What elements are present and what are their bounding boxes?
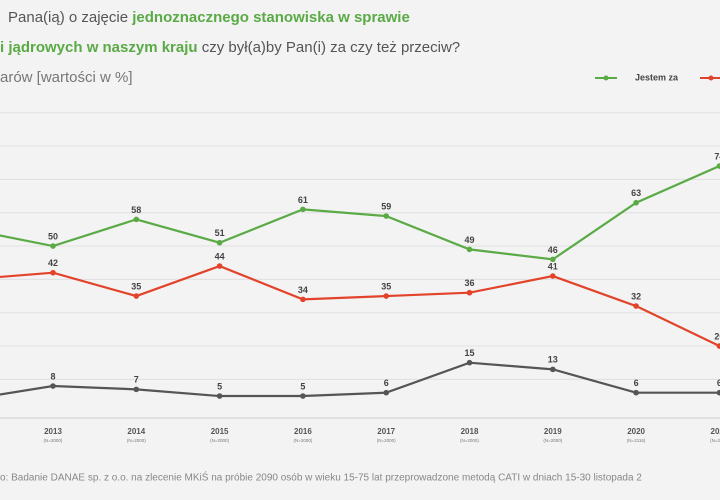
data-point [50, 269, 56, 276]
x-tick-label: 2021 [711, 427, 720, 436]
data-point [216, 239, 223, 246]
data-point [633, 303, 639, 309]
data-label: 7 [134, 375, 139, 385]
data-label: 59 [381, 201, 391, 211]
title-part: jednoznacznego stanowiska w sprawie [131, 9, 410, 26]
x-tick-label: 2015 [211, 427, 229, 436]
data-label: 51 [215, 228, 225, 238]
sample-size: (N=2000) [44, 438, 63, 443]
data-point [300, 393, 306, 399]
data-label: 20 [714, 331, 720, 341]
data-label: 34 [298, 285, 308, 295]
data-label: 5 [300, 381, 305, 391]
data-label: 36 [464, 278, 474, 288]
data-point [466, 359, 473, 366]
data-label: 8 [50, 371, 55, 381]
data-point [50, 243, 56, 249]
data-point [550, 366, 556, 373]
title-part: Pana(ią) o zajęcie [8, 9, 132, 26]
data-point [716, 343, 720, 349]
data-label: 32 [631, 291, 641, 301]
data-label: 13 [548, 355, 558, 365]
x-tick-label: 2013 [44, 427, 62, 436]
data-label: 50 [48, 231, 58, 241]
data-label: 15 [464, 348, 474, 358]
data-point [50, 383, 56, 389]
data-label: 44 [215, 251, 225, 261]
data-point [550, 256, 556, 263]
data-point [300, 206, 306, 213]
data-label: 61 [298, 195, 308, 205]
sample-size: (N=2000) [127, 438, 146, 443]
subtitle: arów [wartości w %] [0, 69, 133, 86]
sample-size: (N=2116) [627, 438, 646, 443]
series-line [0, 361, 720, 398]
data-point [716, 389, 720, 396]
sample-size: (N=2000) [210, 438, 229, 443]
data-label: 49 [464, 235, 474, 245]
legend-dot [603, 75, 609, 81]
data-point [466, 246, 473, 253]
data-label: 5 [217, 381, 222, 391]
data-label: 58 [131, 205, 141, 215]
data-point [383, 389, 390, 396]
data-label: 35 [381, 281, 391, 291]
data-point [716, 163, 720, 169]
legend-dot [708, 75, 714, 81]
x-tick-label: 2017 [377, 427, 395, 436]
data-label: 6 [384, 378, 389, 388]
series-line [0, 164, 720, 261]
title-line: i jądrowych w naszym kraju czy był(a)by … [0, 39, 460, 56]
legend-label: Jestem za [635, 72, 679, 82]
data-point [633, 389, 639, 396]
data-label: 63 [631, 188, 641, 198]
data-point [466, 289, 473, 296]
data-label: 42 [48, 258, 58, 268]
data-label: 6 [634, 378, 639, 388]
x-tick-label: 2016 [294, 427, 312, 436]
sample-size: (N=2000) [460, 438, 479, 443]
source: o: Badanie DANAE sp. z o.o. na zlecenie … [0, 471, 642, 484]
x-tick-label: 2018 [461, 427, 479, 436]
data-label: 46 [548, 245, 558, 255]
x-tick-label: 2020 [627, 427, 645, 436]
data-point [550, 273, 556, 279]
sample-size: (N=2000) [543, 438, 562, 443]
x-tick-label: 2014 [127, 427, 145, 436]
data-point [216, 393, 223, 399]
data-point [133, 216, 140, 223]
data-point [133, 386, 140, 393]
data-point [216, 263, 223, 269]
data-point [383, 293, 390, 299]
data-point [383, 213, 390, 219]
data-point [633, 199, 639, 206]
title-line: Pana(ią) o zajęcie jednoznacznego stanow… [8, 9, 410, 26]
data-point [133, 293, 140, 299]
title-part: i jądrowych w naszym kraju [0, 39, 198, 56]
title-part: czy był(a)by Pan(i) za czy też przeciw? [198, 39, 461, 56]
data-label: 6 [717, 378, 720, 388]
data-label: 74 [714, 151, 720, 161]
sample-size: (N=2000) [293, 438, 312, 443]
data-label: 41 [548, 261, 558, 271]
series-line [0, 264, 720, 348]
sample-size: (N=2110) [710, 438, 720, 443]
data-point [300, 296, 306, 303]
sample-size: (N=2000) [377, 438, 396, 443]
x-tick-label: 2019 [544, 427, 562, 436]
data-label: 35 [131, 281, 141, 291]
